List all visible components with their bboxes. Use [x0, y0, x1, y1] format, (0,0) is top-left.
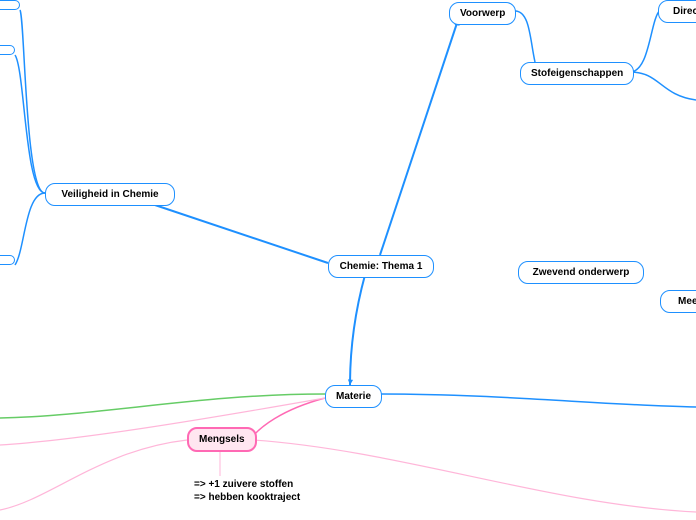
node-topleft2[interactable] — [0, 45, 15, 55]
node-zwevend[interactable]: Zwevend onderwerp — [518, 261, 644, 284]
node-topleft1[interactable] — [0, 0, 20, 10]
node-materie[interactable]: Materie — [325, 385, 382, 408]
node-voorwerp[interactable]: Voorwerp — [449, 2, 516, 25]
node-leftmid[interactable] — [0, 255, 15, 265]
node-veiligheid[interactable]: Veiligheid in Chemie — [45, 183, 175, 206]
node-center[interactable]: Chemie: Thema 1 — [328, 255, 434, 278]
mengsels-note: => +1 zuivere stoffen=> hebben kooktraje… — [194, 478, 300, 504]
node-meetbaar[interactable]: Meetbaar — [660, 290, 696, 313]
node-mengsels[interactable]: Mengsels — [187, 427, 257, 452]
node-directwaa[interactable]: Direct waa — [658, 0, 696, 23]
node-stofeig[interactable]: Stofeigenschappen — [520, 62, 634, 85]
